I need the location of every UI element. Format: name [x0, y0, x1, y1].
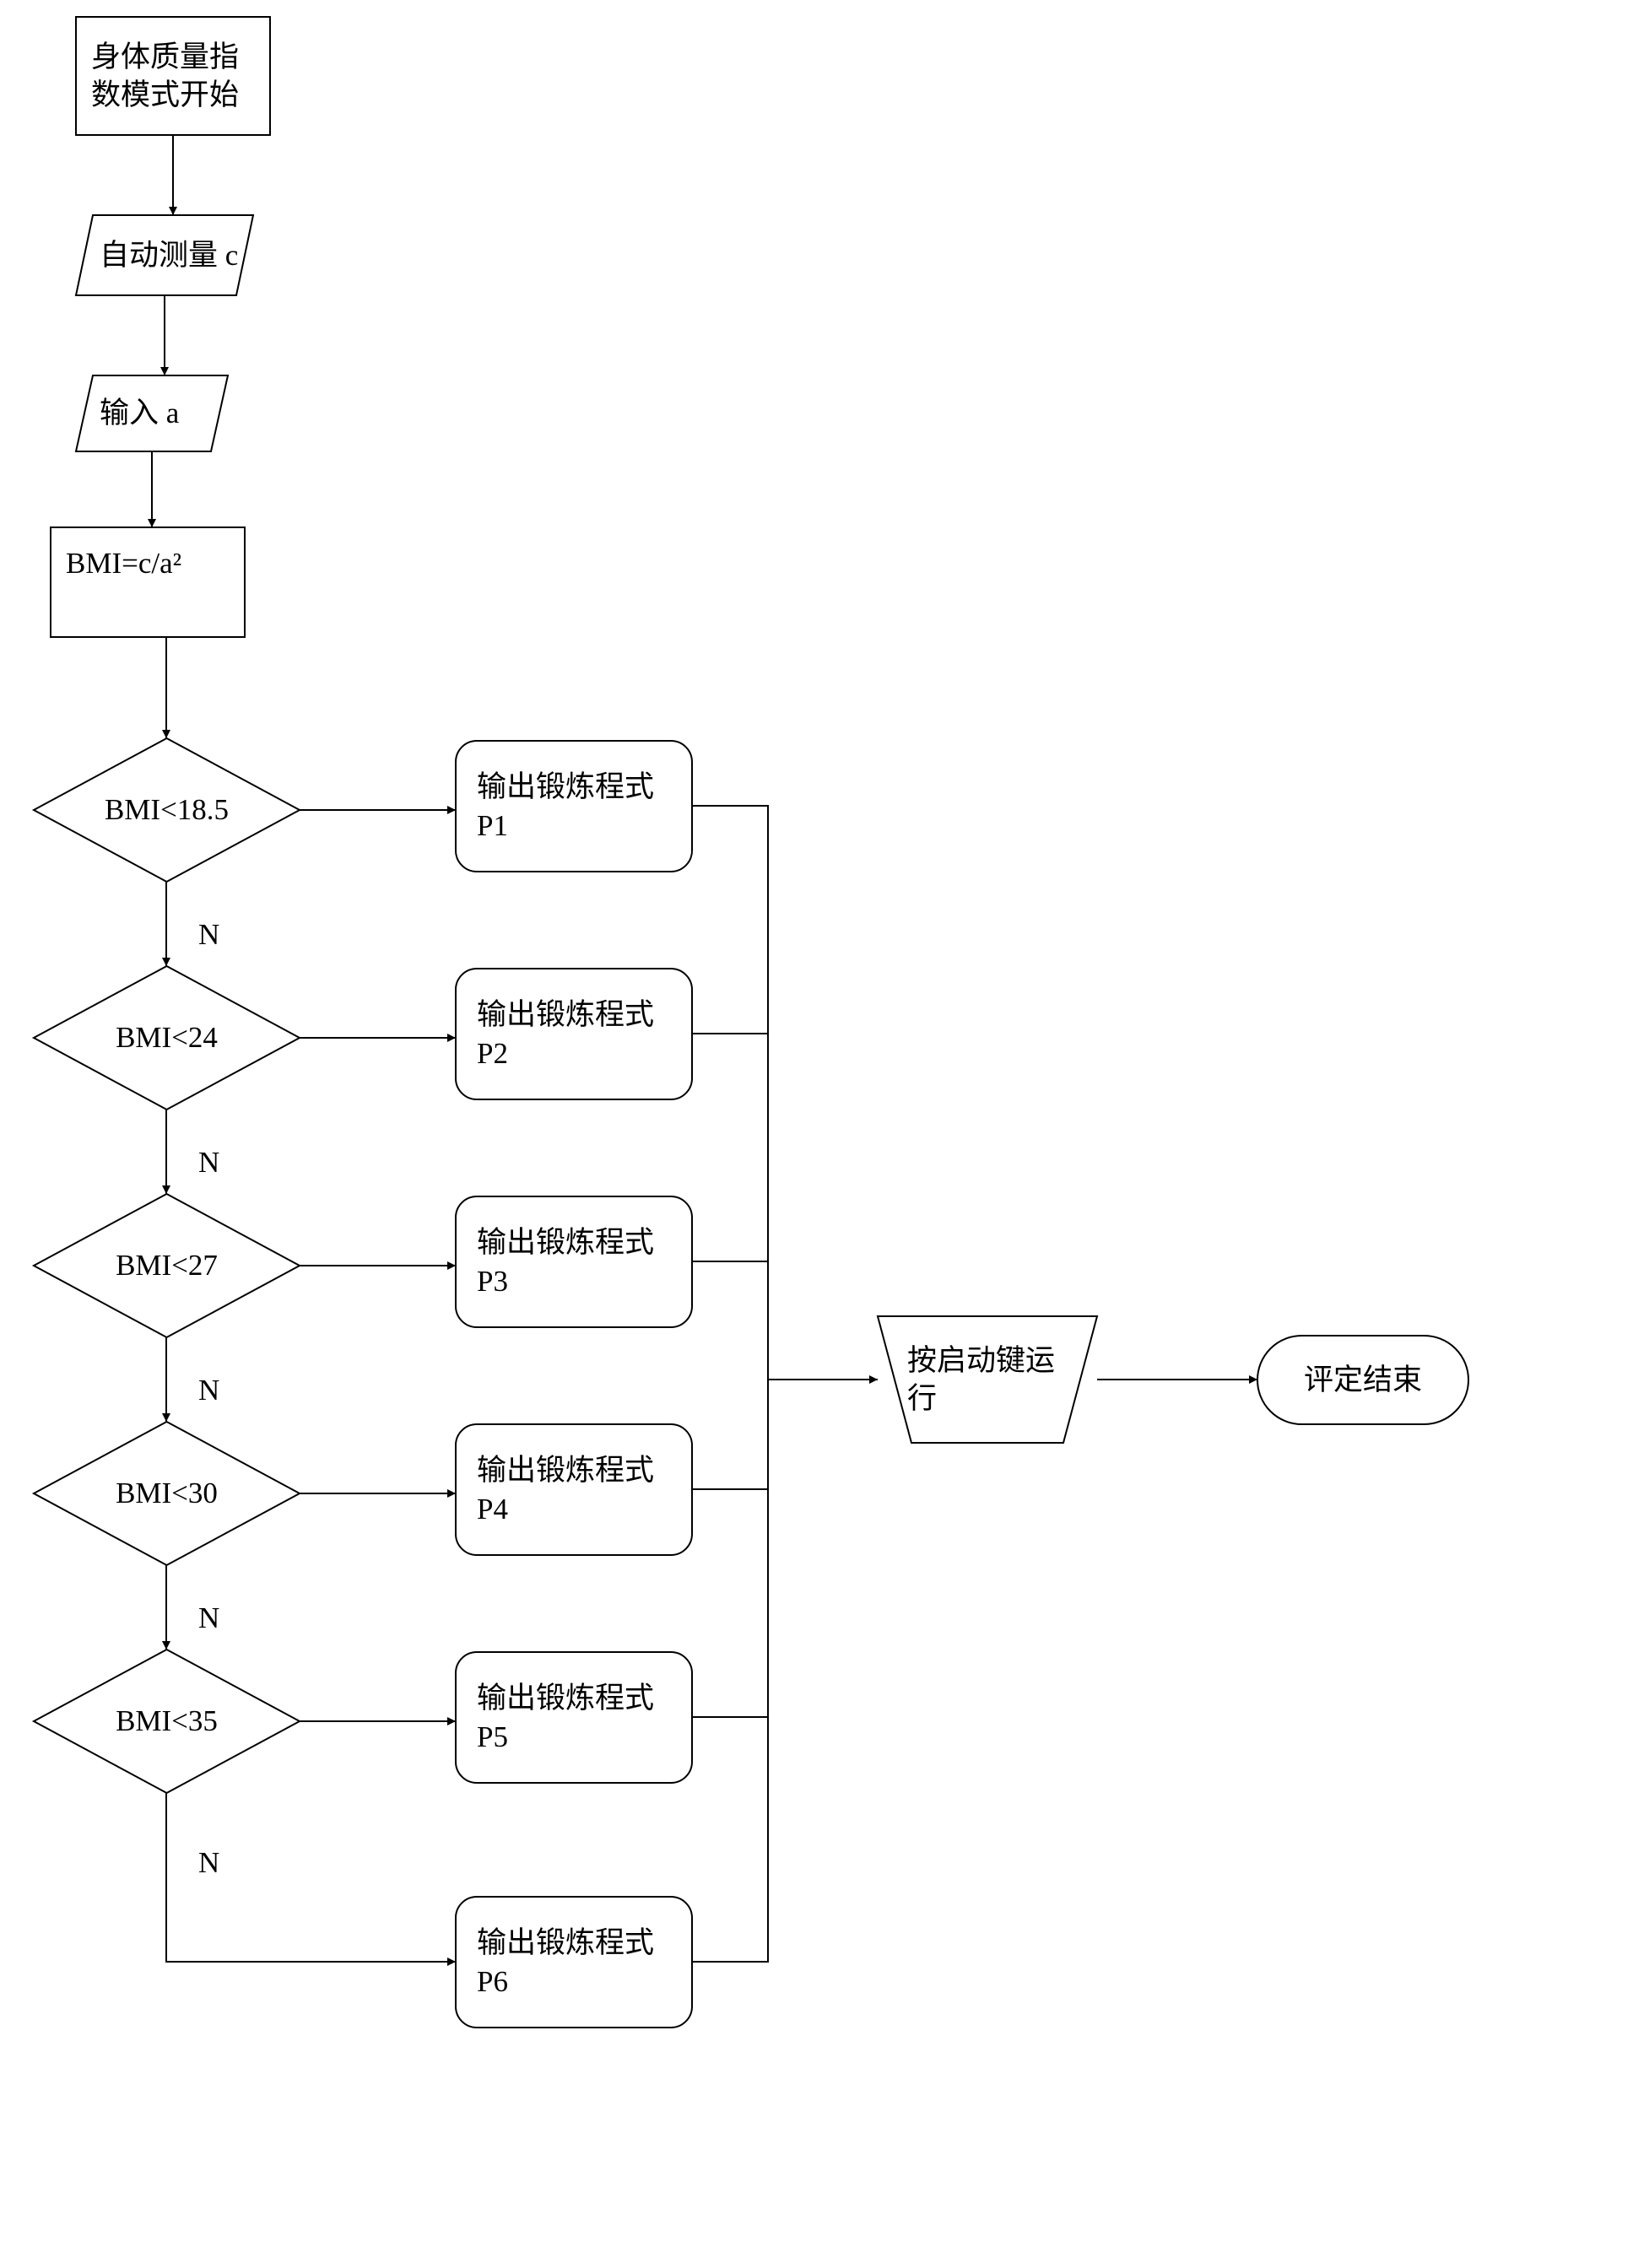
node-label-out_p2: 输出锻炼程式 P2 [477, 996, 671, 1072]
node-label-measure_c: 自动测量 c [100, 236, 243, 275]
node-label-run: 按启动键运行 [907, 1342, 1068, 1418]
edge-label-8: N [198, 1844, 219, 1882]
edge-label-4: N [198, 915, 219, 954]
node-label-out_p5: 输出锻炼程式 P5 [477, 1679, 671, 1756]
edge-label-6: N [198, 1371, 219, 1410]
edge-14 [692, 806, 768, 1380]
edge-19 [692, 1380, 768, 1962]
node-label-dec_30: BMI<30 [87, 1474, 246, 1513]
edge-label-5: N [198, 1143, 219, 1182]
node-label-out_p3: 输出锻炼程式 P3 [477, 1223, 671, 1300]
node-label-dec_27: BMI<27 [87, 1246, 246, 1285]
node-label-input_a: 输入 a [100, 394, 218, 433]
node-label-out_p6: 输出锻炼程式 P6 [477, 1924, 671, 2001]
node-label-dec_35: BMI<35 [87, 1702, 246, 1741]
node-label-end: 评定结束 [1273, 1361, 1453, 1400]
node-label-dec_24: BMI<24 [87, 1018, 246, 1057]
node-label-out_p1: 输出锻炼程式 P1 [477, 768, 671, 845]
node-label-start: 身体质量指数模式开始 [91, 38, 255, 115]
node-label-dec_185: BMI<18.5 [87, 791, 246, 829]
node-label-calc_bmi: BMI=c/a² [66, 544, 230, 583]
node-label-out_p4: 输出锻炼程式 P4 [477, 1451, 671, 1528]
flowchart-canvas [0, 0, 1633, 2268]
edge-label-7: N [198, 1599, 219, 1638]
